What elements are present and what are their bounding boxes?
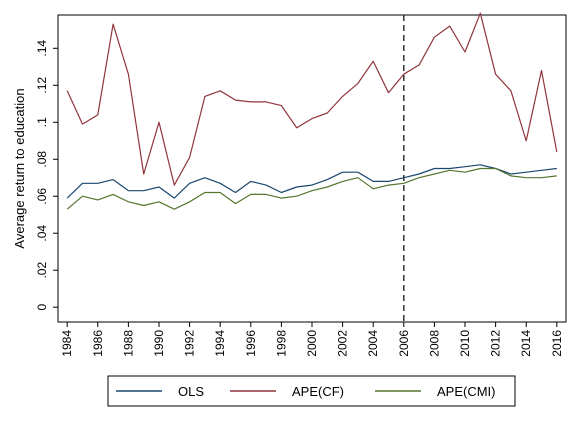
x-tick-label: 2006 [397, 330, 411, 357]
x-tick-label: 1984 [60, 330, 74, 357]
x-tick-label: 1994 [213, 330, 227, 357]
y-tick-label: .08 [35, 151, 49, 168]
x-tick-label: 2012 [489, 330, 503, 357]
x-tick-label: 2002 [336, 330, 350, 357]
y-tick-label: .1 [35, 117, 49, 127]
series-line-ape-cf- [66, 12, 558, 186]
x-tick-label: 1996 [244, 330, 258, 357]
x-tick-label: 2014 [519, 330, 533, 357]
legend-label: APE(CF) [292, 384, 344, 399]
legend-label: OLS [178, 384, 204, 399]
x-tick-label: 2010 [458, 330, 472, 357]
y-tick-label: .14 [35, 40, 49, 57]
legend: OLS APE(CF) APE(CMI) [107, 375, 516, 407]
legend-box [107, 375, 516, 407]
y-tick-label: 0 [35, 304, 49, 311]
x-tick-label: 1990 [152, 330, 166, 357]
x-tick-label: 2000 [305, 330, 319, 357]
series-line-ols [66, 164, 557, 199]
x-tick-label: 1998 [274, 330, 288, 357]
y-tick-label: .04 [35, 225, 49, 242]
legend-label: APE(CMI) [437, 384, 496, 399]
axes: 0 .02 .04 .06 .08 .1 .12 .14 1984 1986 1988 1990 199… [12, 14, 567, 357]
x-tick-label: 1992 [183, 330, 197, 357]
y-tick-label: .12 [35, 77, 49, 94]
series-line-ape-cmi- [66, 167, 557, 210]
y-tick-label: .02 [35, 262, 49, 279]
x-tick-label: 1988 [121, 330, 135, 357]
plot-content [66, 12, 558, 322]
x-tick-label: 2008 [427, 330, 441, 357]
y-tick-label: .06 [35, 188, 49, 205]
x-tick-label: 2004 [366, 330, 380, 357]
x-tick-label: 1986 [91, 330, 105, 357]
y-axis-title: Average return to education [12, 88, 27, 248]
x-tick-label: 2016 [550, 330, 564, 357]
